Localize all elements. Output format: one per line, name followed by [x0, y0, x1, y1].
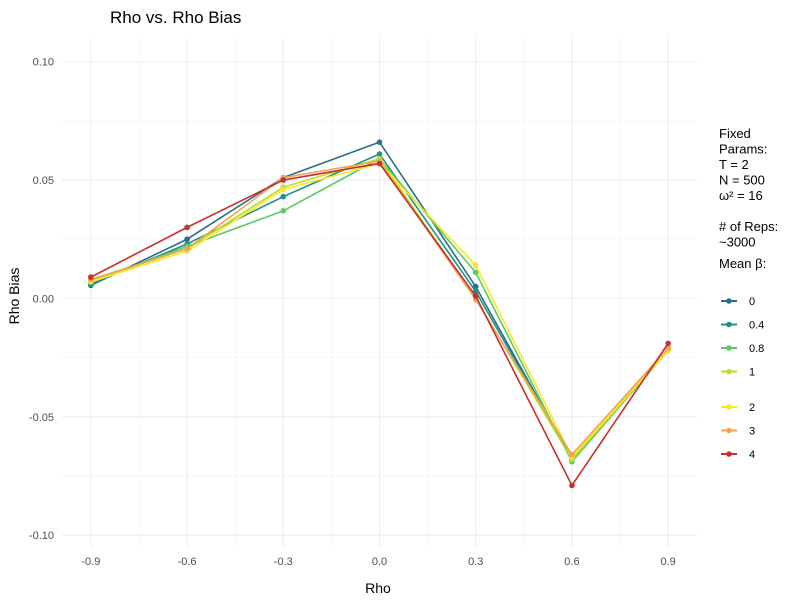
y-tick-label: -0.10 — [29, 530, 54, 542]
legend-title: Mean β: — [719, 256, 766, 271]
data-point — [184, 236, 190, 243]
data-point — [569, 451, 575, 458]
x-tick-label: -0.9 — [81, 556, 100, 568]
legend-note: N = 500 — [719, 173, 765, 188]
legend-key-point — [726, 427, 732, 434]
legend-key-point — [726, 321, 732, 328]
legend-label: 0.4 — [749, 320, 764, 332]
legend-key-point — [726, 404, 732, 410]
legend-item-1: 1 — [721, 367, 755, 379]
y-tick-label: 0.10 — [33, 57, 54, 69]
legend-note: ~3000 — [719, 235, 756, 250]
data-point — [376, 160, 383, 167]
x-tick-label: 0.6 — [564, 556, 579, 568]
x-tick-label: 0.0 — [372, 556, 387, 568]
legend-item-2: 2 — [721, 402, 755, 414]
legend-item-0: 0 — [721, 296, 755, 308]
data-point — [184, 224, 190, 231]
legend-item-0.4: 0.4 — [721, 320, 764, 332]
legend-key-point — [726, 298, 732, 304]
series-lines — [88, 139, 671, 489]
data-point — [280, 177, 287, 183]
legend-label: 0.8 — [749, 343, 764, 355]
x-axis-title: Rho — [365, 580, 391, 596]
legend-label: 0 — [749, 296, 755, 308]
data-point — [569, 482, 575, 489]
legend-key-point — [726, 345, 732, 351]
gridlines — [62, 38, 697, 547]
legend-note: Fixed — [719, 126, 751, 141]
legend-note: ω² = 16 — [719, 188, 763, 203]
data-point — [472, 262, 479, 269]
legend-item-4: 4 — [721, 449, 755, 461]
x-tick-label: -0.6 — [178, 556, 197, 568]
data-point — [472, 288, 479, 295]
x-tick-label: 0.9 — [660, 556, 675, 568]
data-point — [184, 245, 190, 252]
legend-note: # of Reps: — [719, 219, 778, 234]
x-axis-ticks: -0.9 -0.6 -0.3 0.0 0.3 0.6 0.9 — [81, 556, 675, 568]
data-point — [88, 274, 94, 280]
data-point — [665, 340, 671, 347]
legend-label: 3 — [749, 426, 755, 438]
chart-title: Rho vs. Rho Bias — [110, 8, 241, 27]
data-point — [280, 208, 287, 214]
y-axis-ticks: 0.10 0.05 0.00 -0.05 -0.10 — [29, 57, 54, 542]
data-point — [280, 193, 287, 200]
legend-label: 4 — [749, 449, 755, 461]
data-point — [472, 293, 479, 299]
legend-key-point — [726, 451, 732, 457]
y-tick-label: -0.05 — [29, 412, 54, 424]
legend-label: 2 — [749, 402, 755, 414]
data-point — [472, 269, 479, 276]
x-tick-label: -0.3 — [274, 556, 293, 568]
legend-item-3: 3 — [721, 426, 755, 438]
y-tick-label: 0.05 — [33, 175, 54, 187]
series-4 — [88, 160, 671, 489]
data-point — [376, 151, 383, 157]
legend-item-0.8: 0.8 — [721, 343, 764, 355]
y-axis-title: Rho Bias — [6, 268, 22, 325]
data-point — [280, 186, 287, 193]
y-tick-label: 0.00 — [33, 293, 54, 305]
legend-note: Params: — [719, 142, 767, 157]
legend-key-point — [726, 368, 732, 375]
x-tick-label: 0.3 — [468, 556, 483, 568]
legend-note: T = 2 — [719, 157, 749, 172]
data-point — [376, 139, 383, 145]
legend-label: 1 — [749, 367, 755, 379]
